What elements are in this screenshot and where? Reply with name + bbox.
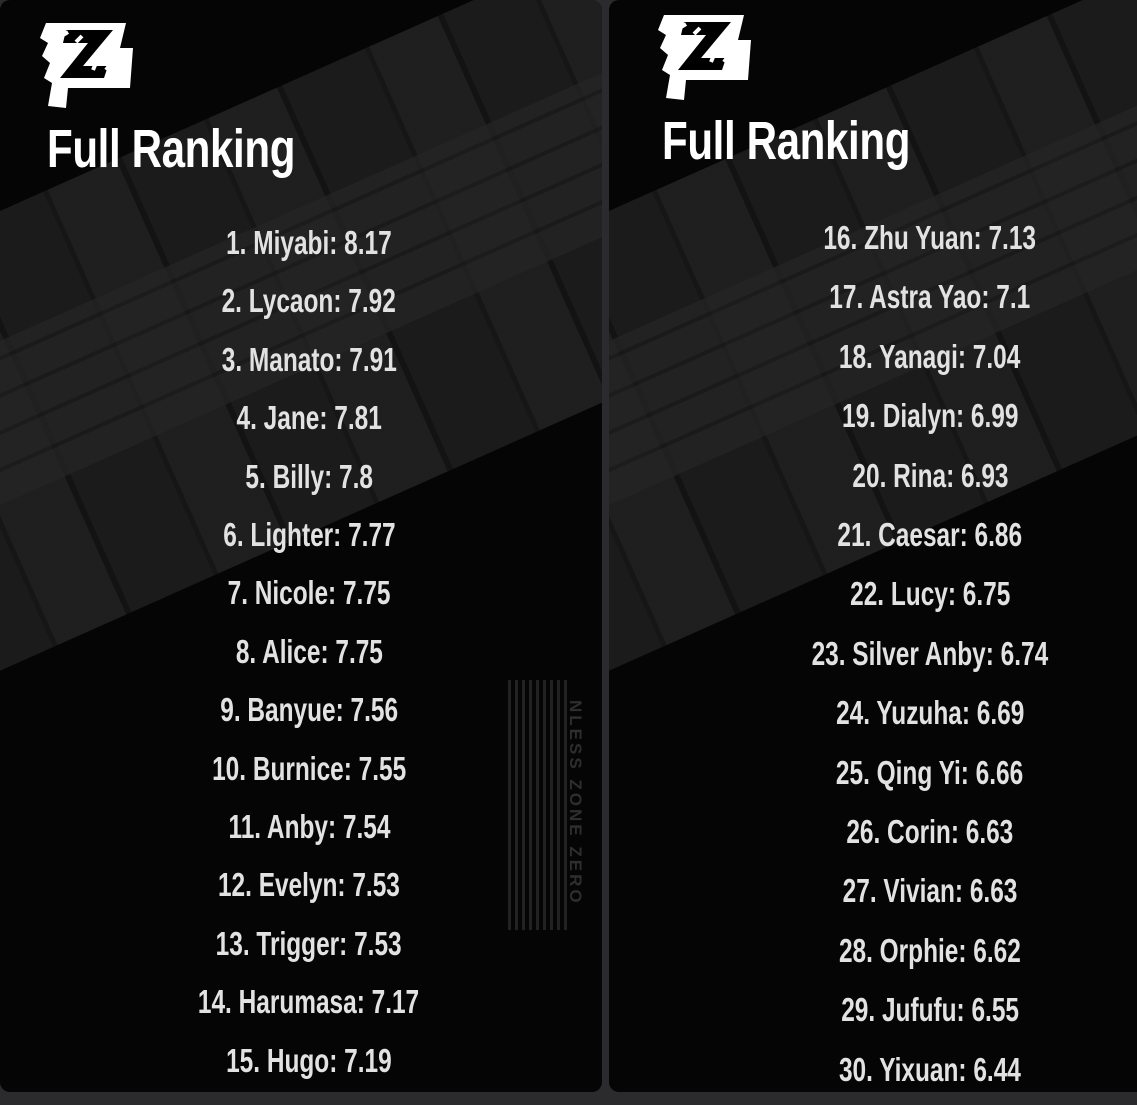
ranking-item-label: 21. Caesar: 6.86 [837,516,1023,553]
ranking-item-label: 27. Vivian: 6.63 [842,872,1018,910]
ranking-item: 23. Silver Anby: 6.74 [666,634,1137,674]
ranking-item-label: 10. Burnice: 7.55 [211,749,407,787]
ranking-item: 5. Billy: 7.8 [8,457,602,497]
ranking-item-label: 17. Astra Yao: 7.1 [829,278,1031,316]
ranking-item-label: 20. Rina: 6.93 [851,456,1009,494]
ranking-item: 19. Dialyn: 6.99 [666,396,1137,436]
ranking-item: 21. Caesar: 6.86 [666,515,1137,555]
ranking-item-label: 13. Trigger: 7.53 [216,924,402,962]
ranking-item-label: 1. Miyabi: 8.17 [226,224,392,261]
ranking-item-label: 4. Jane: 7.81 [236,399,382,437]
ranking-panel-right: Full Ranking 16. Zhu Yuan: 7.13 17. Astra… [609,0,1137,1092]
ranking-item: 8. Alice: 7.75 [8,632,602,672]
ranking-panel-left: NLESS ZONE ZERO Full Ranking 1. Miyabi: … [0,0,602,1092]
ranking-item-label: 22. Lucy: 6.75 [849,575,1011,613]
ranking-item-label: 11. Anby: 7.54 [228,808,390,845]
ranking-item-label: 24. Yuzuha: 6.69 [835,694,1025,732]
ranking-item-label: 19. Dialyn: 6.99 [841,397,1019,435]
page-title: Full Ranking [662,111,911,171]
ranking-item-label: 29. Jufufu: 6.55 [841,991,1019,1029]
ranking-item: 25. Qing Yi: 6.66 [666,753,1137,793]
ranking-item: 22. Lucy: 6.75 [666,574,1137,614]
ranking-item-label: 8. Alice: 7.75 [235,632,383,670]
ranking-item: 6. Lighter: 7.77 [8,515,602,555]
ranking-item: 17. Astra Yao: 7.1 [666,277,1137,317]
ranking-item-label: 5. Billy: 7.8 [245,457,373,495]
ranking-item: 20. Rina: 6.93 [666,456,1137,496]
ranking-item-label: 6. Lighter: 7.77 [222,516,396,553]
page-title: Full Ranking [47,119,296,179]
ranking-item-label: 25. Qing Yi: 6.66 [836,753,1024,791]
ranking-item: 24. Yuzuha: 6.69 [666,693,1137,733]
ranking-item: 7. Nicole: 7.75 [8,573,602,613]
zenless-zone-zero-logo-icon [658,15,751,100]
ranking-item: 10. Burnice: 7.55 [8,749,602,789]
ranking-item: 3. Manato: 7.91 [8,340,602,380]
ranking-item: 18. Yanagi: 7.04 [666,337,1137,377]
ranking-item: 9. Banyue: 7.56 [8,690,602,730]
ranking-item: 1. Miyabi: 8.17 [8,223,602,263]
ranking-item-label: 14. Harumasa: 7.17 [198,983,420,1021]
ranking-item: 26. Corin: 6.63 [666,812,1137,852]
ranking-item-label: 12. Evelyn: 7.53 [218,866,400,904]
ranking-item-label: 16. Zhu Yuan: 7.13 [823,219,1037,256]
ranking-item-label: 9. Banyue: 7.56 [220,691,398,729]
ranking-item: 30. Yixuan: 6.44 [666,1050,1137,1090]
ranking-item-label: 30. Yixuan: 6.44 [839,1050,1021,1088]
ranking-item: 29. Jufufu: 6.55 [666,990,1137,1030]
background-stripes [508,680,568,930]
ranking-item: 14. Harumasa: 7.17 [8,982,602,1022]
ranking-item-label: 23. Silver Anby: 6.74 [811,634,1049,672]
ranking-item-label: 7. Nicole: 7.75 [227,574,391,612]
ranking-item: 27. Vivian: 6.63 [666,871,1137,911]
ranking-item: 16. Zhu Yuan: 7.13 [666,218,1137,258]
ranking-item-label: 26. Corin: 6.63 [846,813,1014,850]
zenless-zone-zero-logo-icon [40,23,133,108]
ranking-item: 11. Anby: 7.54 [8,807,602,847]
ranking-item-label: 28. Orphie: 6.62 [839,931,1021,969]
ranking-item: 15. Hugo: 7.19 [8,1041,602,1081]
ranking-item-label: 2. Lycaon: 7.92 [221,282,397,320]
ranking-item-label: 15. Hugo: 7.19 [226,1041,392,1079]
ranking-item: 13. Trigger: 7.53 [8,924,602,964]
ranking-item-label: 3. Manato: 7.91 [221,340,397,378]
ranking-item: 4. Jane: 7.81 [8,398,602,438]
ranking-item: 12. Evelyn: 7.53 [8,865,602,905]
ranking-item: 2. Lycaon: 7.92 [8,281,602,321]
ranking-item: 28. Orphie: 6.62 [666,931,1137,971]
ranking-item-label: 18. Yanagi: 7.04 [839,337,1021,375]
